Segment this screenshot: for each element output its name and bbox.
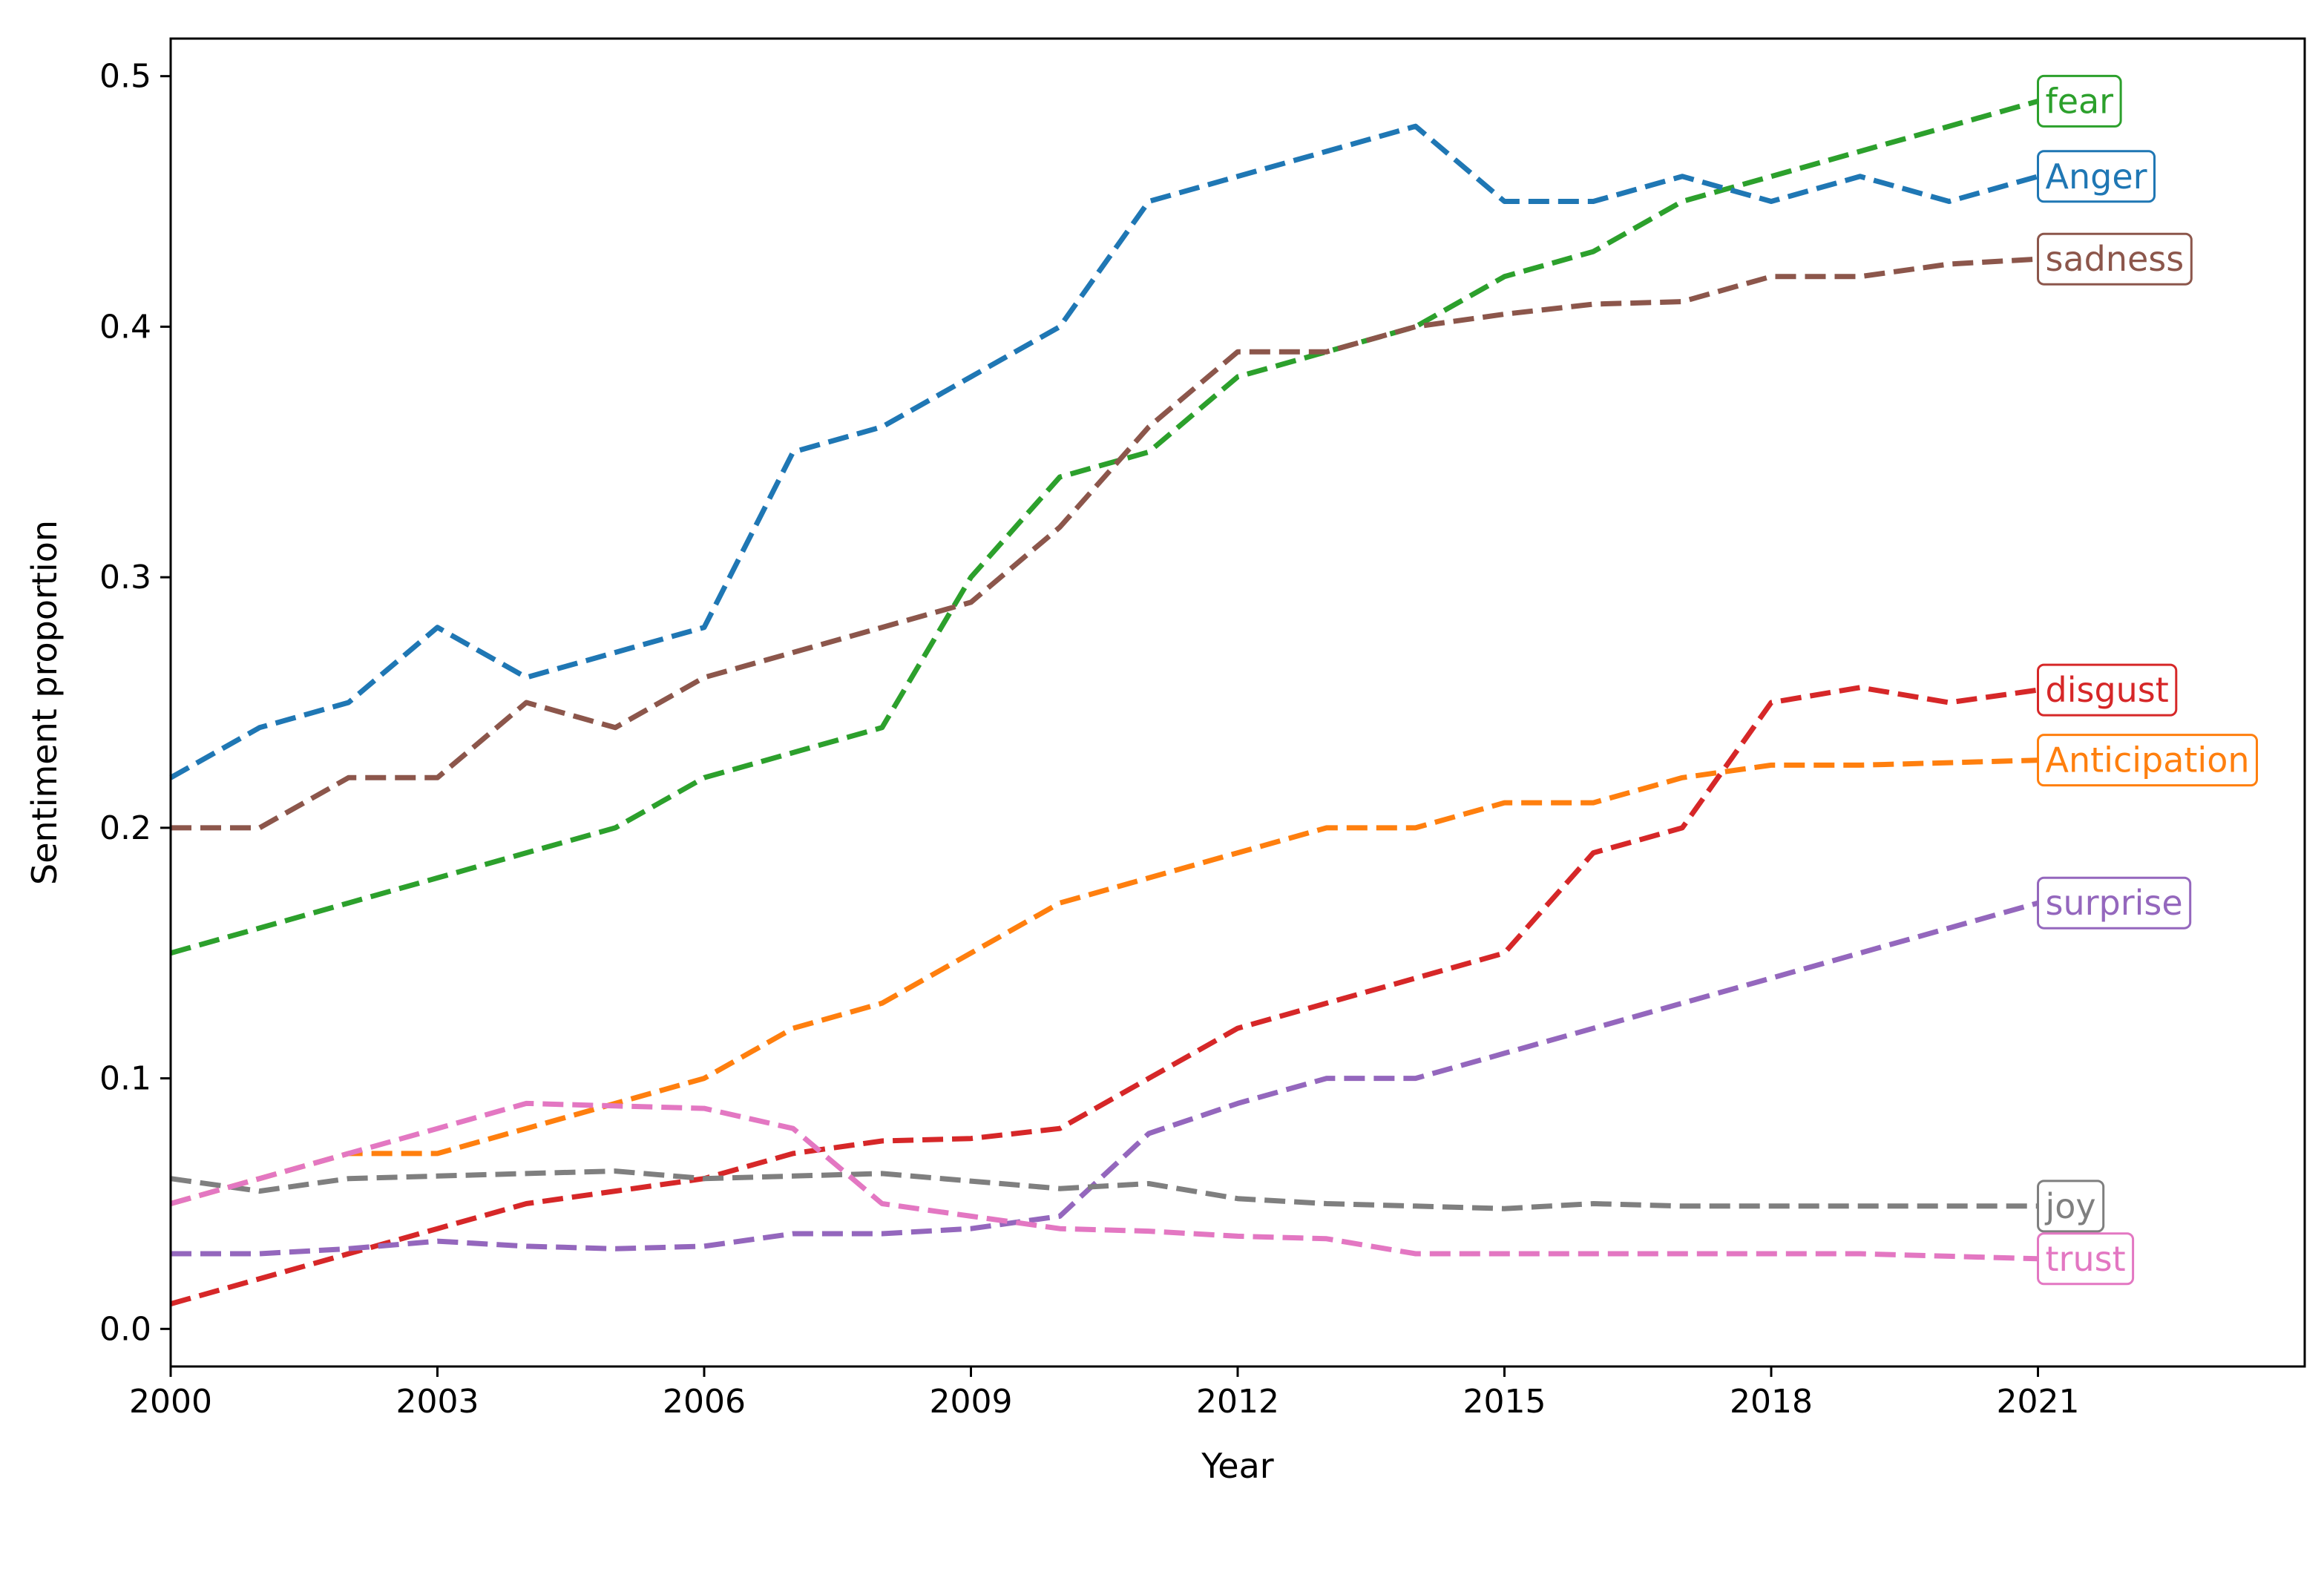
y-tick-label: 0.4	[99, 308, 151, 346]
series-line-fear	[170, 99, 2039, 956]
series-label-text: Anger	[2046, 157, 2147, 197]
x-axis: 2000 2003 2006 2009 2012 2015 2018 2021	[129, 1366, 2079, 1421]
x-axis-label: Year	[1201, 1446, 1273, 1486]
series-label-text: joy	[2045, 1186, 2096, 1226]
y-tick-label: 0.5	[99, 58, 151, 96]
series-label-box	[2037, 150, 2156, 203]
series-label-box	[2037, 1180, 2105, 1233]
x-tick-label: 2018	[1730, 1383, 1813, 1421]
series-label-box	[2037, 1232, 2135, 1286]
y-tick-label: 0.0	[99, 1310, 151, 1348]
series-label-trust: trust	[2037, 1232, 2135, 1286]
x-tick-label: 2021	[1997, 1383, 2080, 1421]
series-label-anger: Anger	[2037, 150, 2156, 203]
series-line-trust	[170, 1100, 2038, 1262]
series-line-anticipation	[170, 757, 2038, 1206]
x-tick-label: 2015	[1463, 1383, 1546, 1421]
series-label-sadness: sadness	[2037, 232, 2193, 286]
series-label-box	[2037, 734, 2258, 787]
series-label-text: sadness	[2046, 239, 2185, 279]
series-label-text: Anticipation	[2046, 740, 2250, 780]
series-line-disgust	[170, 685, 2038, 1306]
series-label-text: disgust	[2046, 670, 2169, 710]
series-label-surprise: surprise	[2037, 876, 2192, 930]
series-label-text: fear	[2046, 81, 2114, 121]
y-axis: 0.0 0.1 0.2 0.3 0.4 0.5	[99, 58, 171, 1348]
x-tick-label: 2003	[396, 1383, 479, 1421]
series-label-text: surprise	[2046, 883, 2183, 923]
series-label-anticipation: Anticipation	[2037, 734, 2258, 787]
y-tick-label: 0.1	[99, 1060, 151, 1098]
series-labels: fear Anger sadness disgust Anticipation surpr…	[2037, 74, 2258, 1286]
x-tick-label: 2000	[129, 1383, 212, 1421]
x-tick-label: 2009	[930, 1383, 1013, 1421]
y-tick-label: 0.2	[99, 809, 151, 847]
series-label-box	[2037, 663, 2178, 717]
y-tick-label: 0.3	[99, 559, 151, 596]
series-line-sadness	[171, 256, 2038, 831]
series-label-disgust: disgust	[2037, 663, 2178, 717]
series-line-anger	[169, 123, 2039, 780]
series-label-box	[2037, 232, 2193, 286]
y-axis-label: Sentiment proportion	[24, 520, 65, 885]
series-label-box	[2037, 876, 2192, 930]
series-line-surprise	[171, 900, 2039, 1257]
series-label-text: trust	[2046, 1239, 2126, 1279]
x-tick-label: 2012	[1196, 1383, 1279, 1421]
series-lines	[169, 99, 2039, 1306]
series-line-joy	[170, 1168, 2038, 1211]
series-label-box	[2037, 74, 2122, 128]
x-tick-label: 2006	[663, 1383, 746, 1421]
series-label-fear: fear	[2037, 74, 2122, 128]
series-label-joy: joy	[2037, 1180, 2105, 1233]
